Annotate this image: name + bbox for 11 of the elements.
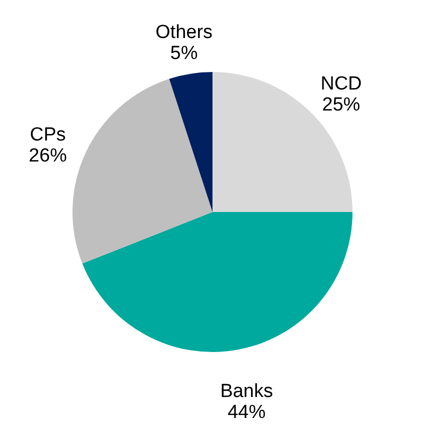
data-label: 25% [322, 94, 360, 116]
data-label: 44% [228, 402, 266, 423]
slice-label: Banks [220, 380, 274, 402]
data-label: 26% [28, 146, 67, 167]
pie-slice [72, 78, 212, 264]
data-label: 5% [170, 43, 198, 64]
slice-label: CPs [30, 124, 66, 146]
pie-slice [169, 72, 212, 212]
pie-slice [82, 212, 352, 352]
slice-label: NCD [320, 73, 362, 94]
slice-label: Others [156, 22, 213, 44]
